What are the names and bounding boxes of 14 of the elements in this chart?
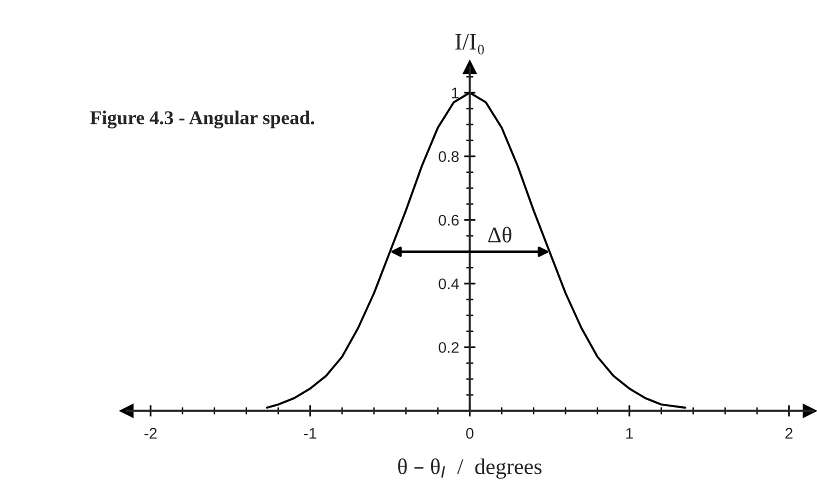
x-tick-label: 2 (785, 428, 792, 439)
x-tick-label: 0 (466, 428, 474, 439)
y-tick-label: 0.2 (438, 342, 459, 353)
y-tick-label: 1 (452, 88, 459, 98)
x-axis-title: θ – θ$_{I}$ / degrees (398, 458, 542, 479)
x-tick-label: -2 (144, 428, 157, 439)
text: Figure 4.3 - Angular spead. (90, 110, 314, 128)
x-tick-label: 1 (626, 428, 633, 439)
x-tick-label: -1 (304, 428, 316, 439)
annotation: Δθ (488, 226, 512, 242)
y-tick-label: 0.8 (438, 151, 459, 162)
y-axis-title: I/I₀ (455, 34, 484, 54)
y-tick-label: 0.6 (438, 214, 459, 226)
y-tick-label: 0.4 (438, 278, 459, 290)
